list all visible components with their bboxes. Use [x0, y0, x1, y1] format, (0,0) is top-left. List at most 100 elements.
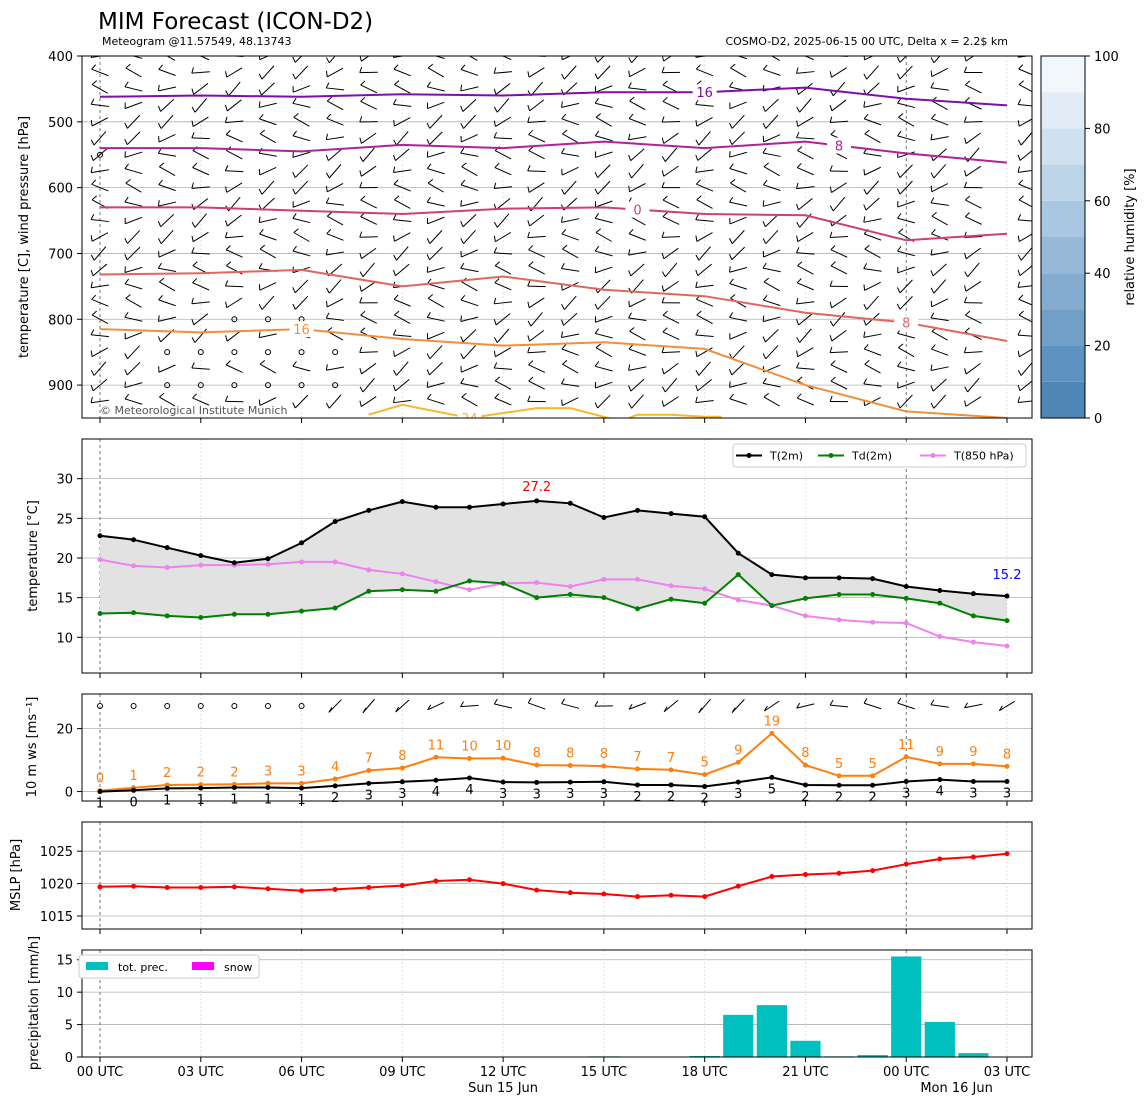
wind-barb-shaft	[930, 251, 949, 256]
wind-series-1-point	[500, 779, 506, 785]
wind-barb-feather	[930, 57, 935, 64]
wind-barb-shaft	[967, 377, 980, 393]
temperature-series-2-point	[735, 597, 741, 603]
temperature-series-0-point	[534, 498, 540, 504]
mslp-grid	[82, 822, 1032, 929]
mslp-series-point	[903, 861, 909, 867]
wind-barb-shaft	[527, 120, 546, 124]
wind-barb-feather	[998, 705, 1003, 711]
wind-barb-feather	[594, 98, 599, 104]
wind-barb-shaft	[427, 168, 445, 175]
wind-barb-feather	[628, 364, 631, 371]
wind-barb-feather	[157, 315, 160, 322]
wind-barb-feather	[493, 132, 498, 138]
wind-barb-shaft	[762, 152, 781, 157]
wind-barb-shaft	[92, 148, 108, 161]
wind-barb-feather	[460, 64, 466, 70]
wind-barb-feather	[191, 221, 196, 228]
wind-barb-feather	[1017, 154, 1021, 161]
temperature-series-2-point	[802, 613, 808, 619]
wind-barb-feather	[91, 294, 97, 300]
wind-barb-feather	[157, 336, 162, 343]
temperature-series-0-point	[970, 591, 976, 597]
wind-barb-feather	[493, 221, 498, 228]
temperature-series-2-point	[601, 576, 607, 582]
wind-barb-shaft	[1017, 334, 1032, 337]
wind-barb-shaft	[863, 268, 882, 272]
wind-barb-shaft	[730, 182, 747, 193]
wind-barb-feather	[493, 247, 498, 254]
wind-barb-feather	[762, 262, 767, 269]
mslp-series-point	[467, 877, 473, 883]
wind-barb-shaft	[930, 202, 949, 206]
wind-barb-feather	[90, 56, 92, 58]
wind-barb-feather	[460, 221, 464, 227]
wind-barb-feather	[829, 301, 833, 308]
wind-barb-shaft	[1018, 233, 1032, 242]
wind-barb-feather	[191, 132, 195, 139]
wind-barb-feather	[796, 297, 799, 305]
wind-value-label: 9	[734, 743, 742, 758]
wind-barb-shaft	[191, 137, 210, 140]
wind-barb-feather	[930, 185, 933, 192]
calm-wind-circle	[231, 316, 238, 323]
wind-barb-shaft	[796, 367, 815, 370]
wind-barb-feather	[157, 122, 162, 129]
wind-barb-shaft	[897, 151, 915, 159]
wind-barb-shaft	[1018, 56, 1031, 58]
colorbar-cells	[1041, 56, 1085, 418]
wind-barb-feather	[461, 392, 467, 398]
wind-barb-shaft	[462, 213, 477, 228]
wind-barb-shaft	[964, 703, 983, 709]
wind-barb-feather	[730, 294, 736, 299]
wind-barb-shaft	[461, 364, 478, 373]
wind-barb-feather	[124, 278, 130, 285]
wind-barb-feather	[258, 89, 262, 96]
legend-entry: T(850 hPa)	[953, 450, 1014, 463]
wind-barb-shaft	[292, 135, 311, 142]
wind-barb-shaft	[561, 118, 579, 126]
wind-barb-shaft	[662, 199, 680, 209]
wind-barb-shaft	[663, 280, 679, 292]
wind-barb-feather	[258, 73, 263, 80]
wind-barb-shaft	[462, 329, 477, 343]
wind-barb-feather	[964, 400, 967, 407]
wind-value-label: 5	[701, 756, 709, 771]
wind-barb-feather	[124, 122, 128, 129]
wind-barb-shaft	[427, 382, 445, 388]
calm-wind-circle	[197, 382, 204, 389]
calm-wind-circle	[130, 703, 137, 709]
wind-barb-feather	[325, 57, 330, 64]
wind-barb-shaft	[158, 86, 177, 92]
wind-barb-feather	[124, 311, 129, 318]
wind-barb-shaft	[765, 230, 779, 244]
wind-barb-feather	[930, 385, 934, 392]
wind-barb-shaft	[429, 131, 443, 145]
temperature-series-1-point	[870, 591, 876, 597]
wind-barb-feather	[695, 369, 700, 376]
wind-barb-shaft	[797, 150, 814, 160]
mslp-series-line	[99, 852, 1008, 898]
wind-barb-shaft	[729, 382, 748, 388]
temperature-series-2-point	[164, 565, 170, 571]
wind-barb-shaft	[191, 252, 210, 255]
mslp-y-tick-label: 1015	[40, 910, 73, 925]
wind-barb-shaft	[259, 363, 277, 374]
calm-wind-circle	[298, 382, 305, 389]
wind-barb-feather	[226, 261, 232, 267]
wind-barb-shaft	[191, 71, 210, 74]
wind-barb-shaft	[160, 114, 174, 129]
wind-barb-feather	[90, 350, 93, 357]
wind-barb-shaft	[91, 314, 109, 325]
wind-barb-shaft	[797, 232, 814, 242]
wind-barb-shaft	[770, 56, 780, 61]
wind-barb-feather	[965, 310, 971, 316]
wind-series-0-point	[164, 782, 170, 788]
wind-barb-feather	[192, 278, 198, 284]
wind-barb-feather	[426, 266, 429, 273]
wind-barb-shaft	[259, 133, 277, 144]
wind-series-1-point	[735, 779, 741, 785]
wind-barb-feather	[1018, 179, 1024, 185]
wind-barb-feather	[258, 304, 263, 310]
wind-barb-shaft	[597, 279, 611, 294]
